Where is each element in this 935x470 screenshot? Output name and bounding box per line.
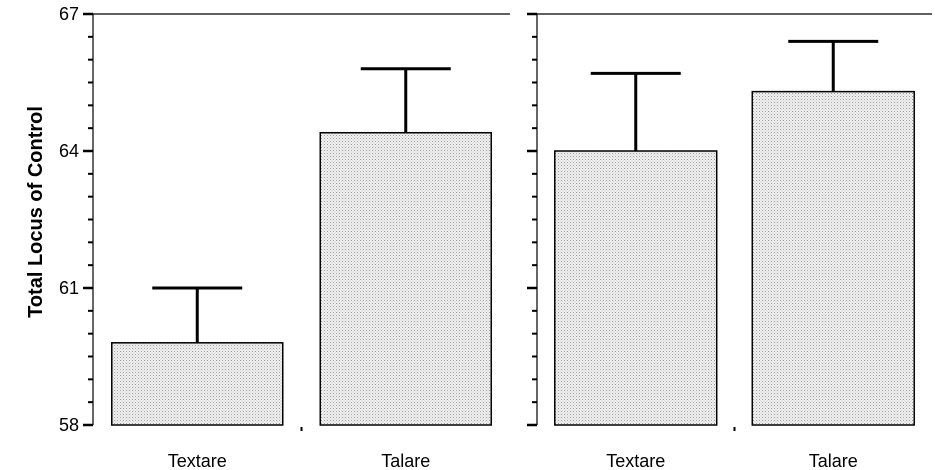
y-axis-label: Total Locus of Control <box>25 106 47 318</box>
bar-talare <box>751 90 915 426</box>
x-category-label: Textare <box>606 451 665 470</box>
y-tick-label: 58 <box>59 415 79 435</box>
y-tick-label: 61 <box>59 278 79 298</box>
x-category-label: Textare <box>168 451 227 470</box>
chart-panel-1: 58 61 64 67 Textare Talare <box>59 4 510 470</box>
x-category-label: Talare <box>809 451 858 470</box>
bar-textare <box>554 150 718 426</box>
y-tick-label: 67 <box>59 4 79 24</box>
chart-panel-2: Textare Talare <box>527 12 932 470</box>
y-tick-label: 64 <box>59 141 79 161</box>
bar-textare <box>111 342 284 426</box>
x-category-label: Talare <box>381 451 430 470</box>
bar-talare <box>319 131 492 426</box>
